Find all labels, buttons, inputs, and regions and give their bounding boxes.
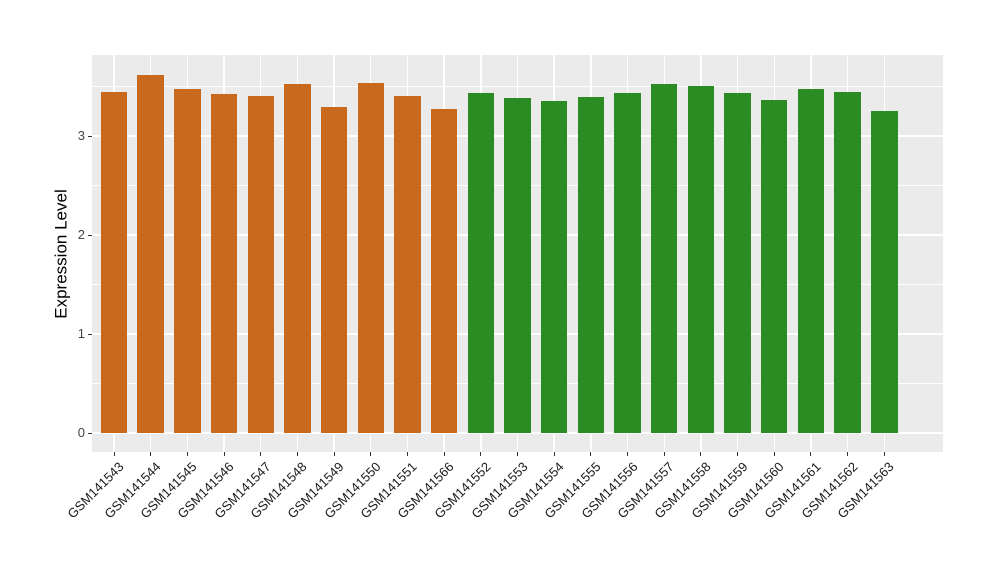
- x-axis-tick: [223, 452, 225, 456]
- bar: [651, 83, 678, 433]
- x-axis-tick: [553, 452, 555, 456]
- x-axis-tick: [810, 452, 812, 456]
- x-axis-tick: [517, 452, 518, 456]
- y-axis-label: 0: [77, 425, 85, 440]
- bar: [834, 92, 861, 433]
- x-axis-tick: [663, 452, 665, 456]
- bar: [100, 92, 128, 433]
- bar: [797, 89, 825, 433]
- x-axis-tick: [296, 452, 298, 456]
- bar: [394, 96, 421, 433]
- plot-panel: [92, 55, 943, 452]
- y-axis-title-text: Expression Level: [52, 188, 71, 319]
- bar: [724, 93, 751, 433]
- x-axis-tick: [847, 452, 849, 456]
- bar: [210, 94, 238, 433]
- x-axis-tick: [370, 452, 372, 456]
- x-axis-tick: [443, 452, 445, 456]
- x-axis-tick: [700, 452, 702, 456]
- y-axis-label: 3: [77, 128, 85, 143]
- x-axis-tick: [737, 452, 739, 456]
- x-axis-tick: [883, 452, 885, 456]
- x-axis-tick: [480, 452, 482, 456]
- y-axis-title: Expression Level: [52, 55, 72, 452]
- x-axis-tick: [773, 452, 775, 456]
- x-axis-tick: [260, 452, 262, 456]
- x-axis-tick: [590, 452, 592, 456]
- bar: [320, 107, 348, 433]
- bar: [614, 93, 641, 433]
- bar: [284, 83, 311, 433]
- x-axis-tick: [627, 452, 629, 456]
- bar: [761, 100, 788, 433]
- bar: [357, 82, 384, 433]
- x-axis-tick: [406, 452, 408, 456]
- bar: [504, 98, 531, 433]
- y-axis-label: 2: [77, 227, 85, 242]
- bar: [174, 89, 201, 433]
- bar: [247, 96, 274, 433]
- bar: [540, 101, 568, 433]
- y-axis-label: 1: [77, 326, 85, 341]
- bar: [137, 74, 164, 433]
- y-axis-tick: [88, 432, 92, 434]
- bar: [467, 93, 495, 433]
- x-axis-tick: [333, 452, 335, 456]
- x-axis-tick: [113, 452, 115, 456]
- bar: [577, 97, 605, 433]
- bar: [430, 109, 458, 433]
- bar: [687, 85, 715, 433]
- x-axis-tick: [186, 452, 188, 456]
- bar: [871, 111, 898, 433]
- y-axis-tick: [88, 234, 92, 236]
- x-axis-tick: [150, 452, 152, 456]
- y-axis-tick: [88, 333, 92, 335]
- y-axis-tick: [88, 135, 92, 137]
